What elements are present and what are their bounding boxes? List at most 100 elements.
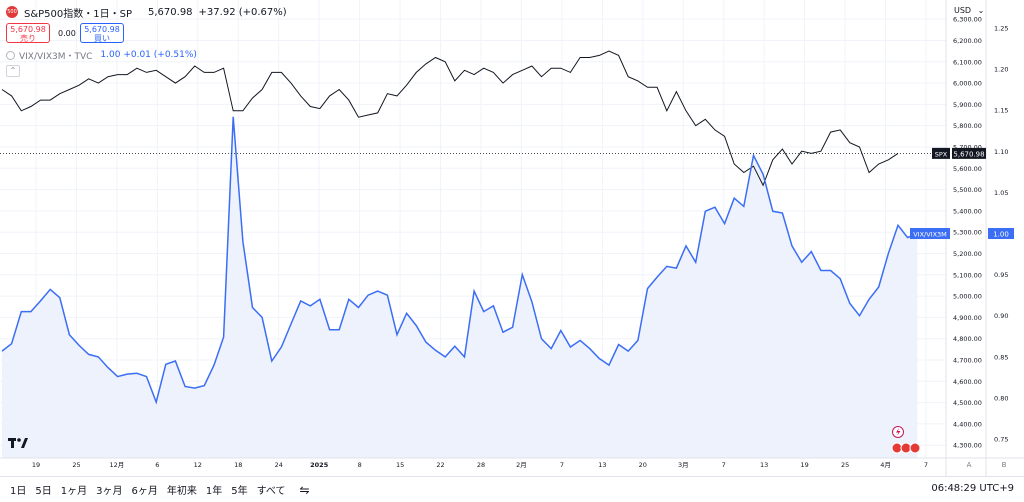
symbol-title[interactable]: S&P500指数・1日・SP [24,8,133,20]
left-tick-label: 4,400.00 [953,420,982,428]
right-tick-label: 1.20 [994,66,1008,74]
bottom-toolbar: 1日 5日 1ヶ月 3ヶ月 6ヶ月 年初来 1年 5年 すべて ⇋ 06:48:… [0,476,1024,502]
clock[interactable]: 06:48:29 UTC+9 [931,483,1014,494]
x-tick-label: 2025 [310,461,329,469]
range-1d-button[interactable]: 1日 [10,486,27,497]
compare-title[interactable]: VIX/VIX3M・TVC [19,51,93,62]
collapse-legend-chevron-icon[interactable]: ⌃ [6,65,20,77]
right-tick-label: 1.05 [994,189,1008,197]
left-tick-label: 6,000.00 [953,80,982,88]
vix-area-fill [2,116,918,459]
x-tick-label: 12 [194,461,202,469]
axis-mode-a[interactable]: A [967,461,972,469]
vix-price-bg [988,228,1014,240]
vix-tag-bg [910,228,950,240]
x-tick-label: 24 [275,461,283,469]
spx-line [1,50,899,187]
axis-mode-b[interactable]: B [1002,461,1007,469]
left-tick-label: 4,700.00 [953,357,982,365]
right-tick-label: 0.85 [994,353,1008,361]
symbol-logo-icon: 500 [6,6,18,18]
buy-label: 買い [94,34,110,43]
sell-price: 5,670.98 [10,25,46,34]
vix-price-label: 1.00 [993,231,1009,239]
left-tick-label: 6,100.00 [953,58,982,66]
x-tick-label: 25 [841,461,849,469]
right-tick-label: 0.75 [994,436,1008,444]
left-axis[interactable]: 6,300.00 6,200.00 6,100.00 6,000.00 5,900.00… [953,16,982,450]
right-tick-label: 1.25 [994,24,1008,32]
range-3m-button[interactable]: 3ヶ月 [96,486,123,497]
visibility-icon[interactable] [6,50,15,60]
vix-series-label: VIX/VIX3M 1.00 [910,228,1014,240]
x-tick-label: 15 [396,461,404,469]
symbol-change: +37.92 (+0.67%) [198,6,287,18]
left-tick-label: 4,800.00 [953,335,982,343]
range-5d-button[interactable]: 5日 [35,486,52,497]
range-1y-button[interactable]: 1年 [205,486,223,497]
spx-price-bg [952,147,986,159]
us-flag-icon[interactable] [909,442,921,454]
right-tick-label: 1.15 [994,107,1008,115]
trade-buttons: 5,670.98 売り 0.00 5,670.98 買い [6,23,287,43]
lightning-glyph-icon [896,428,901,436]
range-5y-button[interactable]: 5年 [231,486,248,497]
vix-tag: VIX/VIX3M [913,231,947,239]
symbol-legend[interactable]: 500 S&P500指数・1日・SP 5,670.98 +37.92 (+0.6… [6,4,287,20]
x-tick-label: 19 [800,461,808,469]
x-tick-label: 7 [722,461,726,469]
right-tick-label: 0.95 [994,271,1008,279]
x-tick-label: 20 [639,461,647,469]
x-tick-label: 7 [924,461,928,469]
left-tick-label: 6,300.00 [953,16,982,24]
x-tick-label: 3月 [678,461,689,469]
spx-tag: SPX [935,150,948,158]
legend: 500 S&P500指数・1日・SP 5,670.98 +37.92 (+0.6… [6,4,287,77]
range-ytd-button[interactable]: 年初来 [166,486,197,497]
left-tick-label: 4,500.00 [953,399,982,407]
range-6m-button[interactable]: 6ヶ月 [131,486,158,497]
left-tick-label: 5,700.00 [953,143,982,151]
x-tick-label: 6 [155,461,159,469]
x-tick-label: 7 [560,461,564,469]
x-tick-label: 13 [760,461,768,469]
left-tick-label: 4,300.00 [953,442,982,450]
x-tick-label: 28 [477,461,485,469]
spx-series-label: SPX 5,670.98 [932,147,986,159]
x-tick-label: 8 [358,461,362,469]
left-tick-label: 5,400.00 [953,207,982,215]
range-1m-button[interactable]: 1ヶ月 [60,486,88,497]
tradingview-logo-icon[interactable] [8,437,28,449]
sell-button[interactable]: 5,670.98 売り [6,23,50,43]
x-tick-label: 18 [234,461,242,469]
symbol-price: 5,670.98 [148,6,193,18]
left-tick-label: 5,600.00 [953,165,982,173]
x-tick-label: 25 [72,461,80,469]
currency-chevron-icon[interactable]: ⌄ [978,6,985,15]
compare-legend[interactable]: VIX/VIX3M・TVC 1.00 +0.01 (+0.51%) [6,48,287,62]
event-icons[interactable] [891,426,921,454]
x-tick-label: 22 [436,461,444,469]
currency-label[interactable]: USD [954,6,972,15]
right-tick-label: 0.90 [994,312,1008,320]
left-tick-label: 5,800.00 [953,122,982,130]
buy-button[interactable]: 5,670.98 買い [80,23,124,43]
range-all-button[interactable]: すべて [256,486,286,497]
x-axis[interactable]: 19 25 12月 6 12 18 24 2025 8 15 22 28 2月 7 13 20 3月 7 13 19 2… [32,461,928,469]
x-tick-label: 19 [32,461,40,469]
left-tick-label: 5,500.00 [953,186,982,194]
date-range-icon[interactable]: ⇋ [299,482,310,497]
left-tick-label: 5,900.00 [953,101,982,109]
chart-canvas[interactable]: 6,300.00 6,200.00 6,100.00 6,000.00 5,900.00… [0,0,1024,476]
sell-label: 売り [20,34,36,43]
compare-value: 1.00 +0.01 (+0.51%) [100,50,197,60]
left-tick-label: 5,000.00 [953,293,982,301]
spx-tag-bg [932,147,950,159]
left-tick-label: 5,100.00 [953,271,982,279]
left-tick-label: 4,600.00 [953,378,982,386]
left-tick-label: 4,900.00 [953,314,982,322]
right-tick-label: 0.80 [994,394,1008,402]
x-tick-label: 2月 [516,461,527,469]
left-tick-label: 5,200.00 [953,250,982,258]
x-tick-label: 13 [598,461,606,469]
